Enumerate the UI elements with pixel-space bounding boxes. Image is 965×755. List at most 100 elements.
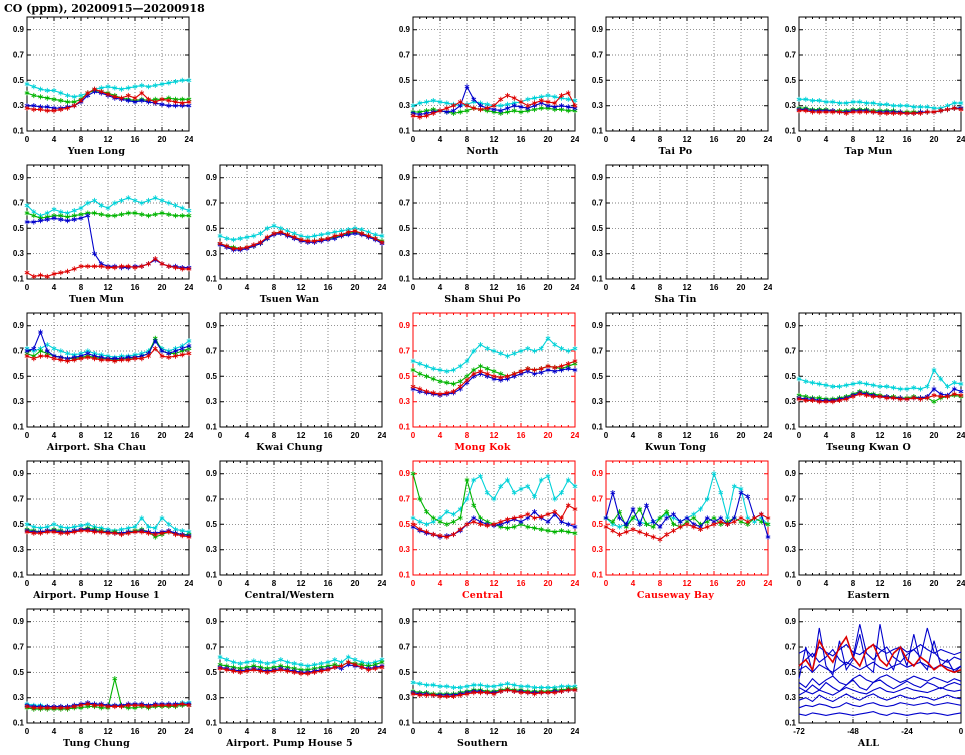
x-tick-label: 20 — [158, 135, 167, 144]
y-tick-label: 0.9 — [785, 25, 797, 34]
x-tick-label: 24 — [571, 431, 579, 440]
x-tick-label: 4 — [52, 283, 57, 292]
y-tick-label: 0.5 — [206, 668, 218, 677]
plot-tung-chung: 0.1 0.3 0.5 0.7 0.9 0 4 8 12 16 20 24 — [13, 608, 193, 736]
x-tick-label: -24 — [901, 727, 913, 736]
y-tick-label: 0.7 — [13, 643, 25, 652]
plot-central-western: 0.1 0.3 0.5 0.7 0.9 0 4 8 12 16 20 24 — [206, 460, 386, 588]
x-tick-label: 24 — [764, 283, 772, 292]
x-tick-label: 12 — [876, 431, 885, 440]
x-tick-label: 12 — [490, 135, 499, 144]
y-tick-label: 0.3 — [399, 249, 411, 258]
y-tick-label: 0.3 — [206, 545, 218, 554]
x-tick-label: 4 — [52, 431, 57, 440]
y-tick-label: 0.3 — [13, 545, 25, 554]
chart-title-tuen-mun: Tuen Mun — [68, 294, 125, 305]
x-tick-label: 12 — [490, 283, 499, 292]
plot-tai-po: 0.1 0.3 0.5 0.7 0.9 0 4 8 12 16 20 24 — [592, 16, 772, 144]
chart-grid: 0.1 0.3 0.5 0.7 0.9 0 4 8 12 16 20 24 Yuen Long 0.1 0.… — [0, 12, 965, 752]
chart-cell-kwun-tong: 0.1 0.3 0.5 0.7 0.9 0 4 8 12 16 20 24 Kwun Tong — [579, 308, 772, 456]
series-markers-red-3 — [796, 105, 964, 116]
chart-cell-tuen-mun: 0.1 0.3 0.5 0.7 0.9 0 4 8 12 16 20 24 Tuen Mun — [0, 160, 193, 308]
y-tick-label: 0.1 — [13, 127, 25, 136]
series-markers-red-3 — [24, 345, 192, 364]
x-tick-label: 0 — [604, 579, 609, 588]
series-markers-cyan-0 — [410, 335, 578, 374]
x-tick-label: 20 — [351, 579, 360, 588]
plot-yuen-long: 0.1 0.3 0.5 0.7 0.9 0 4 8 12 16 20 24 — [13, 16, 193, 144]
x-tick-label: 16 — [710, 283, 719, 292]
plot-airport-pump-house-5: 0.1 0.3 0.5 0.7 0.9 0 4 8 12 16 20 24 — [206, 608, 386, 736]
y-tick-label: 0.7 — [592, 347, 604, 356]
chart-title-tseung-kwan-o: Tseung Kwan O — [825, 442, 912, 453]
y-tick-label: 0.9 — [13, 321, 25, 330]
gridlines — [799, 313, 961, 427]
y-tick-label: 0.7 — [785, 51, 797, 60]
x-tick-label: 4 — [245, 283, 250, 292]
y-tick-label: 0.9 — [399, 321, 411, 330]
series-markers-cyan-0 — [24, 77, 192, 100]
y-tick-label: 0.1 — [206, 423, 218, 432]
chart-title-central-western: Central/Western — [244, 590, 335, 601]
y-tick-label: 0.5 — [206, 224, 218, 233]
x-tick-label: 16 — [131, 579, 140, 588]
x-tick-label: 4 — [824, 579, 829, 588]
series-markers-red-3 — [217, 228, 385, 252]
x-tick-label: 16 — [131, 283, 140, 292]
chart-title-tsuen-wan: Tsuen Wan — [259, 294, 320, 305]
plot-frame — [798, 16, 962, 132]
chart-title-yuen-long: Yuen Long — [67, 146, 126, 157]
x-tick-label: 4 — [438, 135, 443, 144]
y-tick-label: 0.3 — [785, 397, 797, 406]
chart-cell-causeway-bay: 0.1 0.3 0.5 0.7 0.9 0 4 8 12 16 20 24 Causeway Bay — [579, 456, 772, 604]
y-tick-label: 0.9 — [399, 25, 411, 34]
x-tick-label: 0 — [797, 135, 802, 144]
x-tick-label: 8 — [79, 283, 84, 292]
plot-frame — [798, 460, 962, 576]
x-tick-label: 4 — [824, 135, 829, 144]
x-tick-label: 8 — [79, 135, 84, 144]
x-tick-label: 12 — [876, 579, 885, 588]
plot-north: 0.1 0.3 0.5 0.7 0.9 0 4 8 12 16 20 24 — [399, 16, 579, 144]
series-markers-cyan-0 — [410, 679, 578, 691]
x-tick-label: 24 — [571, 135, 579, 144]
x-tick-label: 8 — [465, 727, 470, 736]
y-tick-label: 0.1 — [13, 719, 25, 728]
plot-frame — [605, 164, 769, 280]
y-tick-label: 0.9 — [206, 469, 218, 478]
chart-title-tap-mun: Tap Mun — [844, 146, 893, 157]
x-tick-label: 24 — [185, 579, 193, 588]
x-tick-label: 24 — [571, 283, 579, 292]
plot-causeway-bay: 0.1 0.3 0.5 0.7 0.9 0 4 8 12 16 20 24 — [592, 460, 772, 588]
series-line-blue-3 — [798, 674, 962, 689]
x-tick-label: 20 — [544, 431, 553, 440]
x-tick-label: 0 — [25, 727, 30, 736]
y-tick-label: 0.1 — [592, 423, 604, 432]
y-tick-label: 0.3 — [785, 101, 797, 110]
y-tick-label: 0.5 — [399, 372, 411, 381]
x-tick-label: 4 — [438, 283, 443, 292]
x-tick-label: 24 — [378, 579, 386, 588]
x-tick-label: 20 — [158, 727, 167, 736]
plot-frame — [798, 312, 962, 428]
plot-sha-tin: 0.1 0.3 0.5 0.7 0.9 0 4 8 12 16 20 24 — [592, 164, 772, 292]
x-tick-label: 4 — [245, 431, 250, 440]
x-tick-label: 20 — [351, 727, 360, 736]
gridlines — [27, 17, 189, 131]
plot-mong-kok: 0.1 0.3 0.5 0.7 0.9 0 4 8 12 16 20 24 — [399, 312, 579, 440]
y-tick-label: 0.7 — [206, 643, 218, 652]
series-markers-red-3 — [796, 391, 964, 405]
y-tick-label: 0.3 — [206, 249, 218, 258]
chart-cell-tseung-kwan-o: 0.1 0.3 0.5 0.7 0.9 0 4 8 12 16 20 24 Tseung Kwan O — [772, 308, 965, 456]
x-tick-label: 16 — [324, 579, 333, 588]
plot-frame — [26, 608, 190, 724]
chart-cell-central: 0.1 0.3 0.5 0.7 0.9 0 4 8 12 16 20 24 Central — [386, 456, 579, 604]
y-tick-label: 0.3 — [785, 693, 797, 702]
chart-cell-sha-tin: 0.1 0.3 0.5 0.7 0.9 0 4 8 12 16 20 24 Sha Tin — [579, 160, 772, 308]
plot-tseung-kwan-o: 0.1 0.3 0.5 0.7 0.9 0 4 8 12 16 20 24 — [785, 312, 965, 440]
gridlines — [220, 165, 382, 279]
x-tick-label: 8 — [658, 135, 663, 144]
series-markers-red-3 — [410, 502, 578, 540]
y-tick-label: 0.9 — [13, 469, 25, 478]
y-tick-label: 0.1 — [399, 719, 411, 728]
